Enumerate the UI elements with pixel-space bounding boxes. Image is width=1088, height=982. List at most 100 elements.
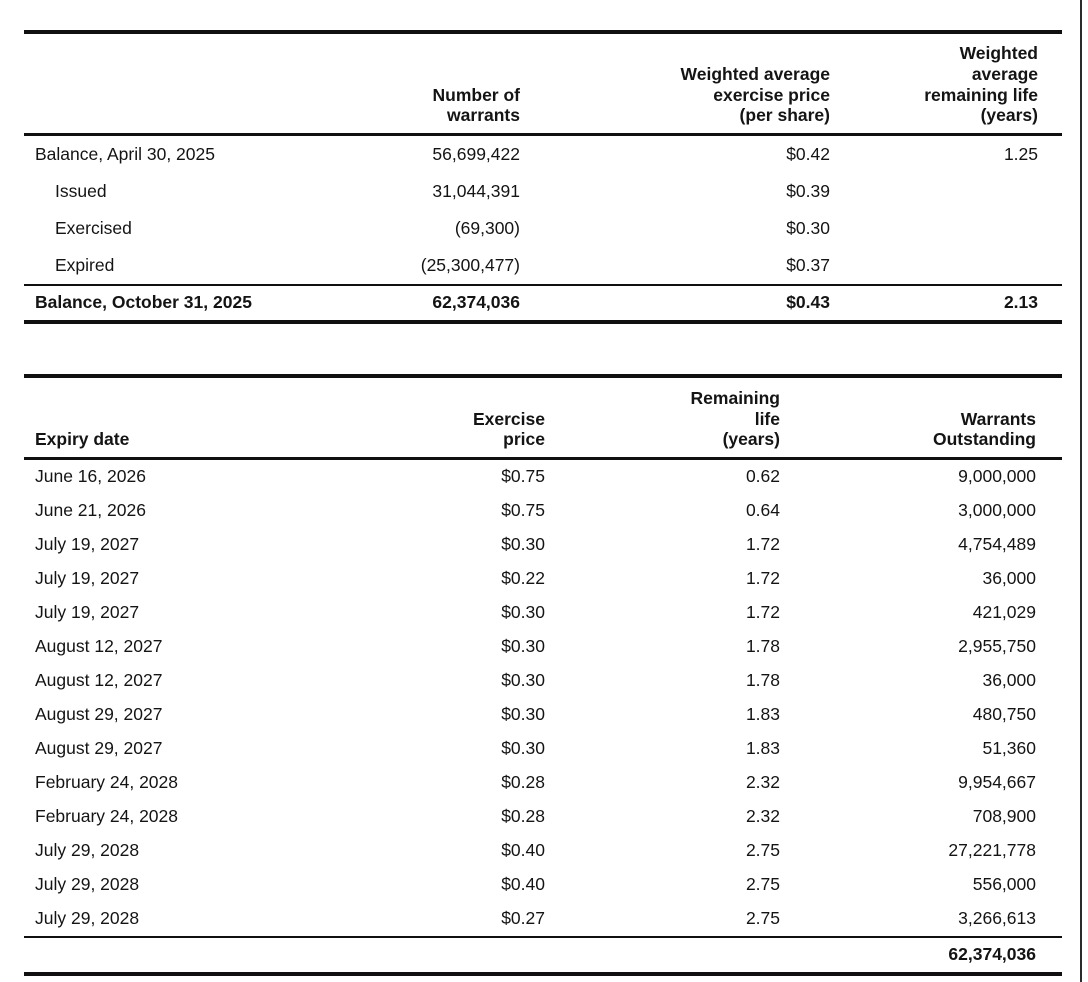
- expiry-date-cell: February 24, 2028: [35, 806, 179, 827]
- exercise-price-cell: $0.22: [501, 568, 545, 589]
- expiry-total-row: 62,374,036: [24, 937, 1062, 976]
- warrant-activity-row: Issued 31,044,391 $0.39: [24, 173, 1062, 210]
- col-header-number-of-warrants: Number of warrants: [324, 32, 520, 136]
- expiry-row: August 12, 2027 $0.30 1.78 36,000: [24, 664, 1062, 698]
- exercise-price-cell: [324, 937, 545, 976]
- expiry-row: July 19, 2027 $0.30 1.72 4,754,489: [24, 528, 1062, 562]
- expiry-date-cell: August 29, 2027: [35, 704, 163, 725]
- col-header-warrants-outstanding: Warrants Outstanding: [780, 376, 1062, 460]
- expiry-date-cell: August 12, 2027: [35, 670, 163, 691]
- col-header-exercise-price: Exercise price: [324, 376, 545, 460]
- col-header-weighted-exercise-price: Weighted average exercise price (per sha…: [520, 32, 830, 136]
- warrant-activity-row: Balance, April 30, 2025 56,699,422 $0.42 1.…: [24, 135, 1062, 174]
- warrants-outstanding-cell: 3,266,613: [780, 902, 1062, 938]
- expiry-row: February 24, 2028 $0.28 2.32 708,900: [24, 800, 1062, 834]
- exercise-price-cell: $0.40: [501, 874, 545, 895]
- remaining-life-cell: 2.75: [545, 902, 780, 938]
- warrants-outstanding-cell: 9,954,667: [958, 772, 1036, 793]
- warrants-outstanding-cell: 421,029: [972, 602, 1036, 623]
- expiry-date-cell: July 29, 2028: [35, 840, 140, 861]
- expiry-row: July 19, 2027 $0.22 1.72 36,000: [24, 562, 1062, 596]
- remaining-life-cell: 2.32: [745, 772, 780, 793]
- number-of-warrants-cell: 31,044,391: [432, 180, 520, 201]
- expiry-header-row: Expiry date Exercise price Remaining lif…: [24, 376, 1062, 460]
- exercise-price-cell: $0.43: [520, 285, 830, 324]
- number-of-warrants-cell: 56,699,422: [432, 143, 520, 164]
- financial-statement-page: Number of warrants Weighted average exer…: [24, 30, 1062, 976]
- exercise-price-cell: $0.30: [786, 217, 830, 238]
- expiry-date-cell: August 29, 2027: [35, 738, 163, 759]
- remaining-life-cell: 1.72: [745, 568, 780, 589]
- warrant-activity-body: Balance, April 30, 2025 56,699,422 $0.42 1.…: [24, 135, 1062, 324]
- exercise-price-cell: $0.39: [786, 180, 830, 201]
- remaining-life-cell: 1.83: [745, 704, 780, 725]
- exercise-price-cell: $0.30: [501, 534, 545, 555]
- exercise-price-cell: $0.28: [501, 772, 545, 793]
- expiry-date-cell: June 21, 2026: [35, 500, 146, 521]
- exercise-price-cell: $0.75: [501, 500, 545, 521]
- expiry-date-cell: July 29, 2028: [35, 874, 140, 895]
- remaining-life-cell: 1.72: [745, 534, 780, 555]
- remaining-life-cell: 1.78: [745, 670, 780, 691]
- warrants-outstanding-cell: 3,000,000: [958, 500, 1036, 521]
- remaining-life-cell: 1.72: [745, 602, 780, 623]
- warrant-activity-row: Exercised (69,300) $0.30: [24, 210, 1062, 247]
- expiry-row: July 29, 2028 $0.40 2.75 27,221,778: [24, 834, 1062, 868]
- expiry-date-cell: August 12, 2027: [35, 636, 163, 657]
- col-header-remaining-life: Remaining life (years): [545, 376, 780, 460]
- expiry-row: August 29, 2027 $0.30 1.83 51,360: [24, 732, 1062, 766]
- warrants-outstanding-cell: 2,955,750: [958, 636, 1036, 657]
- remaining-life-cell: [830, 247, 1062, 286]
- activity-label-cell: Expired: [24, 247, 324, 286]
- table-gap: [24, 324, 1062, 374]
- col-header-weighted-remaining-life: Weighted average remaining life (years): [830, 32, 1062, 136]
- expiry-row: June 16, 2026 $0.75 0.62 9,000,000: [24, 459, 1062, 495]
- exercise-price-cell: $0.37: [520, 247, 830, 286]
- remaining-life-cell: 1.83: [745, 738, 780, 759]
- exercise-price-cell: $0.30: [501, 738, 545, 759]
- warrant-activity-table: Number of warrants Weighted average exer…: [24, 30, 1062, 324]
- remaining-life-cell: [545, 937, 780, 976]
- warrants-by-expiry-table: Expiry date Exercise price Remaining lif…: [24, 374, 1062, 976]
- expiry-row: July 19, 2027 $0.30 1.72 421,029: [24, 596, 1062, 630]
- expiry-date-cell: [24, 937, 324, 976]
- expiry-row: February 24, 2028 $0.28 2.32 9,954,667: [24, 766, 1062, 800]
- warrant-activity-row: Expired (25,300,477) $0.37: [24, 247, 1062, 286]
- exercise-price-cell: $0.30: [501, 636, 545, 657]
- warrants-outstanding-cell: 708,900: [972, 806, 1036, 827]
- remaining-life-cell: 2.32: [745, 806, 780, 827]
- warrants-outstanding-total-cell: 62,374,036: [780, 937, 1062, 976]
- warrants-by-expiry-body: June 16, 2026 $0.75 0.62 9,000,000 June 21, …: [24, 459, 1062, 976]
- exercise-price-cell: $0.30: [501, 670, 545, 691]
- remaining-life-cell: 2.75: [745, 874, 780, 895]
- remaining-life-cell: 1.78: [745, 636, 780, 657]
- number-of-warrants-cell: 62,374,036: [324, 285, 520, 324]
- warrants-outstanding-cell: 27,221,778: [948, 840, 1036, 861]
- exercise-price-cell: $0.30: [501, 602, 545, 623]
- activity-label-cell: Balance, April 30, 2025: [35, 143, 215, 164]
- expiry-date-cell: July 19, 2027: [35, 534, 140, 555]
- number-of-warrants-cell: (69,300): [454, 217, 520, 238]
- page-border-right: [1080, 0, 1082, 982]
- exercise-price-cell: $0.30: [501, 704, 545, 725]
- number-of-warrants-cell: (25,300,477): [324, 247, 520, 286]
- warrant-activity-header-row: Number of warrants Weighted average exer…: [24, 32, 1062, 136]
- warrants-outstanding-cell: 36,000: [982, 670, 1036, 691]
- exercise-price-cell: $0.42: [786, 143, 830, 164]
- warrants-outstanding-cell: 51,360: [982, 738, 1036, 759]
- expiry-row: June 21, 2026 $0.75 0.64 3,000,000: [24, 494, 1062, 528]
- col-header-expiry-date: Expiry date: [24, 376, 324, 460]
- remaining-life-cell: [830, 210, 1062, 247]
- remaining-life-cell: 2.13: [830, 285, 1062, 324]
- remaining-life-cell: 0.62: [745, 466, 780, 487]
- expiry-date-cell: February 24, 2028: [35, 772, 179, 793]
- expiry-date-cell: June 16, 2026: [35, 466, 146, 487]
- exercise-price-cell: $0.40: [501, 840, 545, 861]
- activity-label-cell: Balance, October 31, 2025: [24, 285, 324, 324]
- warrants-outstanding-cell: 480,750: [972, 704, 1036, 725]
- warrant-activity-total-row: Balance, October 31, 2025 62,374,036 $0.43…: [24, 285, 1062, 324]
- exercise-price-cell: $0.75: [501, 466, 545, 487]
- activity-label-cell: Exercised: [55, 217, 132, 238]
- warrants-outstanding-cell: 4,754,489: [958, 534, 1036, 555]
- warrants-outstanding-cell: 36,000: [982, 568, 1036, 589]
